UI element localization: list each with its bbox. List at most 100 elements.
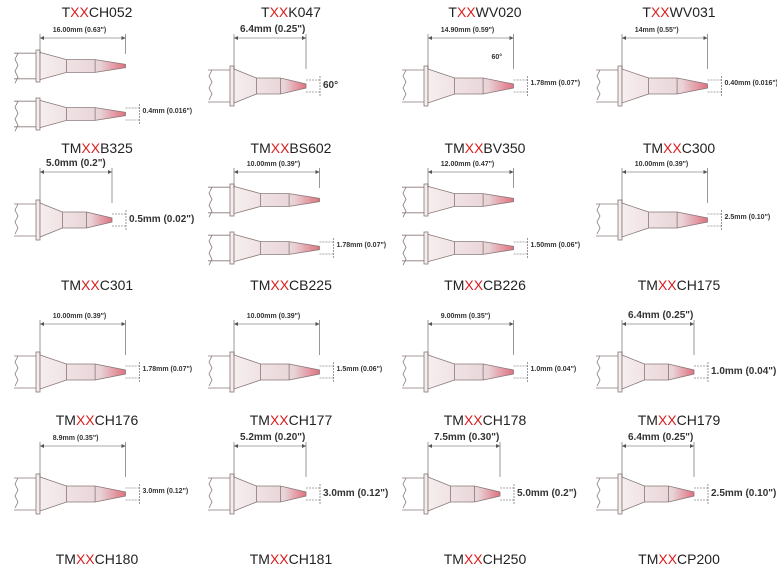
title-xx: XX [269, 551, 289, 567]
title-prefix: TM [249, 551, 270, 567]
tip-model-title: TMXXB325 [0, 140, 194, 156]
soldering-tip-drawing [596, 65, 708, 107]
soldering-tip-drawing [208, 351, 320, 393]
tip-diagram: 6.4mm (0.25") 2.5mm (0.10") [582, 432, 776, 544]
length-dimension-label: 6.4mm (0.25") [240, 24, 306, 35]
title-prefix: TM [444, 277, 465, 293]
title-prefix: TM [637, 412, 658, 428]
title-prefix: TM [637, 277, 658, 293]
tip-diagram: 14.90mm (0.59") 1.78mm (0.07") 60° [388, 24, 582, 136]
soldering-tip-drawing [208, 65, 307, 107]
tip-diagram: 7.5mm (0.30") 5.0mm (0.2") [388, 432, 582, 544]
title-suffix: C300 [681, 140, 716, 156]
width-dimension-label: 1.0mm (0.04") [711, 366, 777, 377]
width-dimension-label: 5.0mm (0.2") [517, 488, 577, 499]
title-prefix: T [642, 4, 651, 20]
soldering-tip-drawing [596, 473, 695, 515]
length-dimension-label: 10.00mm (0.39") [246, 161, 301, 168]
length-dimension-label: 7.5mm (0.30") [434, 432, 500, 443]
title-xx: XX [75, 412, 95, 428]
soldering-tip-drawing [14, 199, 113, 241]
title-xx: XX [464, 140, 484, 156]
title-prefix: TM [249, 412, 270, 428]
title-prefix: TM [55, 551, 76, 567]
title-suffix: BV350 [483, 140, 526, 156]
soldering-tip-drawing [596, 199, 708, 241]
tip-model-title: TMXXCH250 [388, 551, 582, 567]
title-prefix: TM [61, 140, 82, 156]
tip-diagram: 14mm (0.55") 0.40mm (0.016") [582, 24, 777, 136]
tip-diagram: 9.00mm (0.35") 1.0mm (0.04") [388, 310, 582, 422]
title-suffix: B325 [100, 140, 133, 156]
width-dimension-label: 0.40mm (0.016") [724, 80, 777, 87]
length-dimension-label: 10.00mm (0.39") [634, 161, 689, 168]
tip-model-title: TMXXCP200 [582, 551, 776, 567]
title-suffix: CH052 [88, 4, 133, 20]
title-xx: XX [464, 277, 484, 293]
tip-diagram: 10.00mm (0.39") 1.5mm (0.06") [194, 310, 388, 422]
title-prefix: TM [60, 277, 82, 293]
title-xx: XX [270, 277, 290, 293]
length-dimension-label: 8.9mm (0.35") [52, 435, 99, 442]
soldering-tip-drawing [402, 351, 514, 393]
soldering-tip-drawing [402, 231, 514, 266]
title-xx: XX [270, 140, 290, 156]
title-prefix: TM [250, 140, 271, 156]
width-dimension-label: 3.0mm (0.12") [323, 488, 389, 499]
soldering-tip-drawing [402, 473, 501, 515]
title-xx: XX [463, 412, 483, 428]
width-dimension-label: 1.78mm (0.07") [142, 366, 193, 373]
length-dimension-label: 9.00mm (0.35") [440, 313, 491, 320]
tip-diagram: 10.00mm (0.39") 1.78mm (0.07") [194, 158, 388, 270]
soldering-tip-drawing [14, 351, 126, 393]
tip-model-title: TXXCH052 [0, 4, 194, 20]
length-dimension-label: 5.0mm (0.2") [46, 158, 106, 169]
length-dimension-label: 16.00mm (0.63") [52, 27, 107, 34]
width-dimension-label: 2.5mm (0.10") [711, 488, 777, 499]
title-suffix: CH179 [676, 412, 721, 428]
title-suffix: CH176 [94, 412, 139, 428]
soldering-tip-drawing [402, 183, 514, 218]
tip-model-title: TMXXBS602 [194, 140, 388, 156]
soldering-tip-drawing [208, 231, 320, 266]
title-xx: XX [658, 551, 678, 567]
title-prefix: TM [642, 140, 664, 156]
width-dimension-label: 1.78mm (0.07") [530, 80, 581, 87]
title-suffix: CH177 [288, 412, 333, 428]
length-dimension-label: 10.00mm (0.39") [52, 313, 107, 320]
title-prefix: T [61, 4, 71, 20]
tip-model-title: TMXXCH176 [0, 412, 194, 428]
tip-model-title: TXXWV031 [582, 4, 776, 20]
title-xx: XX [650, 4, 670, 20]
tip-diagram: 16.00mm (0.63") 0.4mm (0.016") [0, 24, 194, 136]
tip-model-title: TMXXC300 [582, 140, 776, 156]
length-dimension-label: 14.90mm (0.59") [440, 27, 495, 34]
soldering-tip-drawing [596, 351, 695, 393]
title-suffix: CH250 [482, 551, 527, 567]
soldering-tip-drawing [14, 97, 126, 132]
title-prefix: TM [638, 551, 659, 567]
tip-diagram: 12.00mm (0.47") 1.50mm (0.06") [388, 158, 582, 270]
tip-model-title: TMXXC301 [0, 277, 194, 293]
width-dimension-label: 60° [323, 80, 339, 91]
title-prefix: TM [444, 140, 465, 156]
tip-model-title: TMXXCH179 [582, 412, 776, 428]
title-xx: XX [269, 412, 289, 428]
length-dimension-label: 14mm (0.55") [634, 27, 679, 34]
title-prefix: TM [443, 551, 464, 567]
width-dimension-label: 1.78mm (0.07") [336, 242, 387, 249]
soldering-tip-drawing [208, 183, 320, 218]
title-suffix: CB225 [289, 277, 332, 293]
length-dimension-label: 5.2mm (0.20") [240, 432, 306, 443]
title-suffix: WV031 [669, 4, 716, 20]
tip-diagram: 8.9mm (0.35") 3.0mm (0.12") [0, 432, 194, 544]
title-prefix: T [448, 4, 457, 20]
title-xx: XX [456, 4, 476, 20]
soldering-tip-drawing [208, 473, 307, 515]
tip-diagram: 6.4mm (0.25") 60° [194, 24, 388, 136]
tip-diagram: 10.00mm (0.39") 1.78mm (0.07") [0, 310, 194, 422]
title-suffix: CP200 [677, 551, 720, 567]
title-suffix: CH180 [94, 551, 139, 567]
title-xx: XX [81, 277, 100, 293]
tip-model-title: TXXK047 [194, 4, 388, 20]
